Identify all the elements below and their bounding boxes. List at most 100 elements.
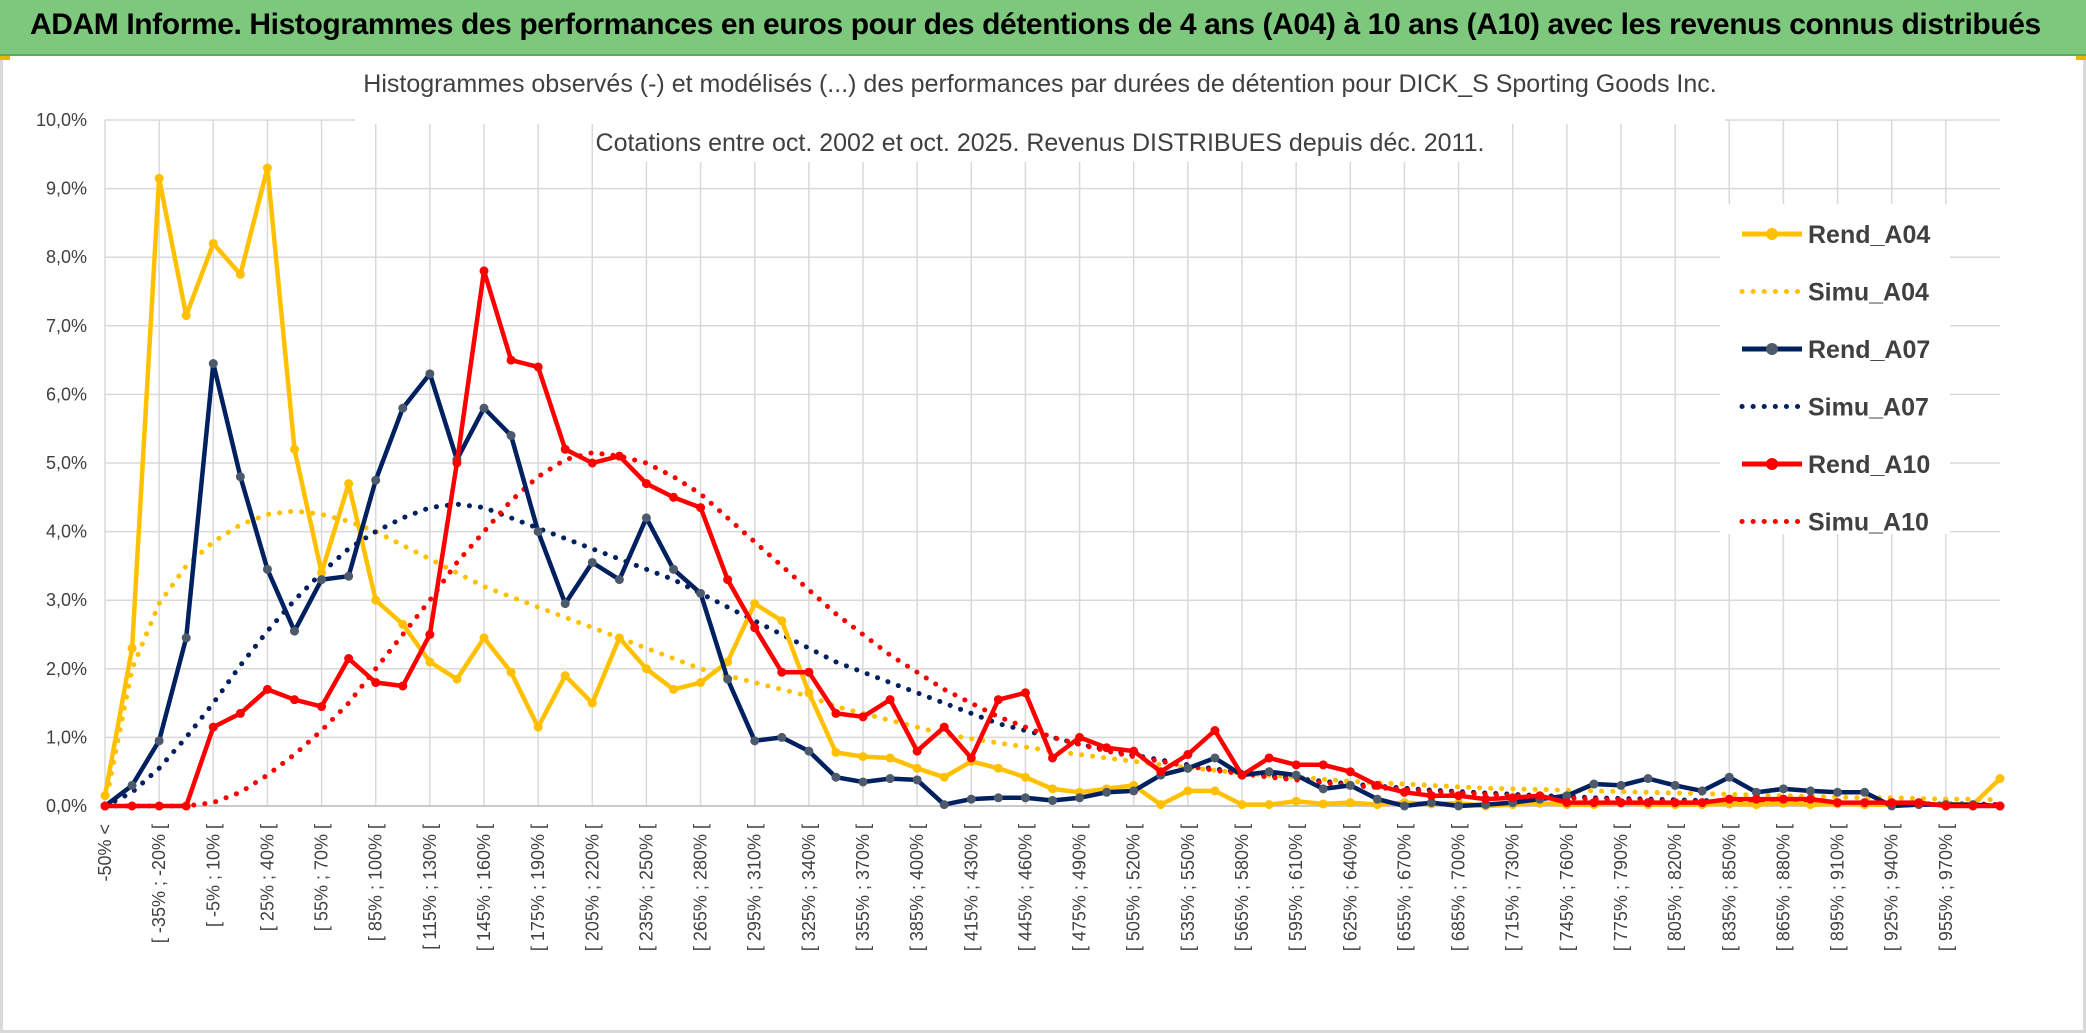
data-point xyxy=(1048,796,1057,806)
legend-label: Rend_A10 xyxy=(1808,451,1930,479)
data-point xyxy=(1833,798,1843,808)
series-line xyxy=(102,165,2002,809)
data-point xyxy=(1264,767,1274,777)
series-layer xyxy=(100,163,2005,811)
data-point xyxy=(1210,726,1220,736)
series-rend-a04 xyxy=(100,163,2005,811)
data-point xyxy=(1427,798,1436,808)
data-point xyxy=(1237,800,1247,810)
legend-item: Rend_A04 xyxy=(1742,221,1930,249)
data-point xyxy=(452,458,462,468)
data-point xyxy=(1589,798,1599,808)
data-point xyxy=(1183,750,1193,760)
data-point xyxy=(317,575,327,585)
chart-title-box: Histogrammes observés (-) et modélisés (… xyxy=(355,60,1725,162)
data-point xyxy=(912,763,922,773)
data-point xyxy=(1020,793,1030,803)
x-tick-label: [ -5% ; 10% [ xyxy=(203,824,223,927)
data-point xyxy=(1183,786,1193,796)
grid-lines xyxy=(104,119,2000,807)
data-point xyxy=(290,695,299,705)
x-tick-label: -50% < xyxy=(95,824,115,882)
x-tick-label: [ 955% ; 970% [ xyxy=(1936,824,1956,951)
data-point xyxy=(235,269,245,279)
data-point xyxy=(993,793,1003,803)
corner-mark xyxy=(2076,56,2086,60)
data-point xyxy=(993,695,1003,705)
x-tick-label: [ -35% ; -20% [ xyxy=(149,824,169,943)
data-point xyxy=(1643,774,1653,784)
data-point xyxy=(1454,801,1464,811)
x-tick-label: [ 355% ; 370% [ xyxy=(853,824,873,951)
histogram-chart: 0,0% 1,0% 2,0% 3,0% 4,0% 5,0% 6,0% 7,0% 8,0% 9,0%… xyxy=(36,60,2005,951)
data-point xyxy=(127,780,137,790)
x-tick-label: [ 205% ; 220% [ xyxy=(582,824,602,951)
x-tick-label: [ 565% ; 580% [ xyxy=(1232,824,1252,951)
data-point xyxy=(1345,767,1355,777)
report-header: ADAM Informe. Histogrammes des performan… xyxy=(0,0,2086,56)
data-point xyxy=(1075,732,1085,742)
data-point xyxy=(1345,798,1355,808)
data-point xyxy=(344,479,354,489)
data-point xyxy=(1237,770,1247,780)
data-point xyxy=(614,451,624,461)
data-point xyxy=(858,777,868,787)
data-point xyxy=(912,775,922,785)
data-point xyxy=(1806,794,1815,804)
data-point xyxy=(912,746,922,756)
data-point xyxy=(262,684,272,694)
data-point xyxy=(1372,780,1382,790)
data-point xyxy=(154,736,164,746)
data-point xyxy=(398,619,408,629)
title-background xyxy=(355,60,1725,124)
data-point xyxy=(1508,793,1518,803)
y-tick-label: 7,0% xyxy=(46,316,87,336)
data-point xyxy=(885,753,895,763)
data-point xyxy=(1345,780,1355,790)
data-point xyxy=(100,791,110,801)
data-point xyxy=(750,599,760,609)
data-point xyxy=(777,667,787,677)
legend-label: Rend_A04 xyxy=(1808,221,1930,249)
x-axis-ticks: -50% < [ -35% ; -20% [[ -5% ; 10% [[ 25% … xyxy=(95,824,1956,951)
data-point xyxy=(1318,760,1328,770)
y-tick-label: 5,0% xyxy=(46,453,87,473)
data-point xyxy=(696,588,706,598)
data-point xyxy=(1941,801,1951,811)
legend-item: Simu_A07 xyxy=(1739,394,1929,422)
chart-title-line-1: Histogrammes observés (-) et modélisés (… xyxy=(363,70,1716,98)
data-point xyxy=(1589,779,1599,789)
data-point xyxy=(641,664,651,674)
x-tick-label: [ 625% ; 640% [ xyxy=(1340,824,1360,951)
data-point xyxy=(1806,786,1815,796)
data-point xyxy=(1751,794,1761,804)
data-point xyxy=(614,575,624,585)
data-point xyxy=(425,630,435,639)
data-point xyxy=(371,475,381,485)
data-point xyxy=(127,801,137,811)
x-tick-label: [ 805% ; 820% [ xyxy=(1665,824,1685,951)
data-point xyxy=(669,492,678,502)
data-point xyxy=(1670,798,1680,808)
data-point xyxy=(1427,791,1436,801)
data-point xyxy=(425,657,435,667)
data-point xyxy=(560,444,570,454)
data-point xyxy=(1454,791,1464,801)
x-tick-label: [ 745% ; 760% [ xyxy=(1557,824,1577,951)
legend-label: Simu_A04 xyxy=(1808,279,1929,307)
data-point xyxy=(1318,784,1328,794)
data-point xyxy=(587,458,597,468)
data-point xyxy=(533,722,543,732)
x-tick-label: [ 445% ; 460% [ xyxy=(1015,824,1035,951)
x-tick-label: [ 265% ; 280% [ xyxy=(691,824,711,951)
data-point xyxy=(262,163,272,173)
data-point xyxy=(587,698,597,708)
x-tick-label: [ 475% ; 490% [ xyxy=(1070,824,1090,951)
data-point xyxy=(1860,798,1870,808)
y-tick-label: 6,0% xyxy=(46,384,87,404)
data-point xyxy=(208,238,218,248)
data-point xyxy=(669,684,678,694)
x-tick-label: [ 595% ; 610% [ xyxy=(1286,824,1306,951)
x-tick-label: [ 385% ; 400% [ xyxy=(907,824,927,951)
data-point xyxy=(479,633,489,643)
